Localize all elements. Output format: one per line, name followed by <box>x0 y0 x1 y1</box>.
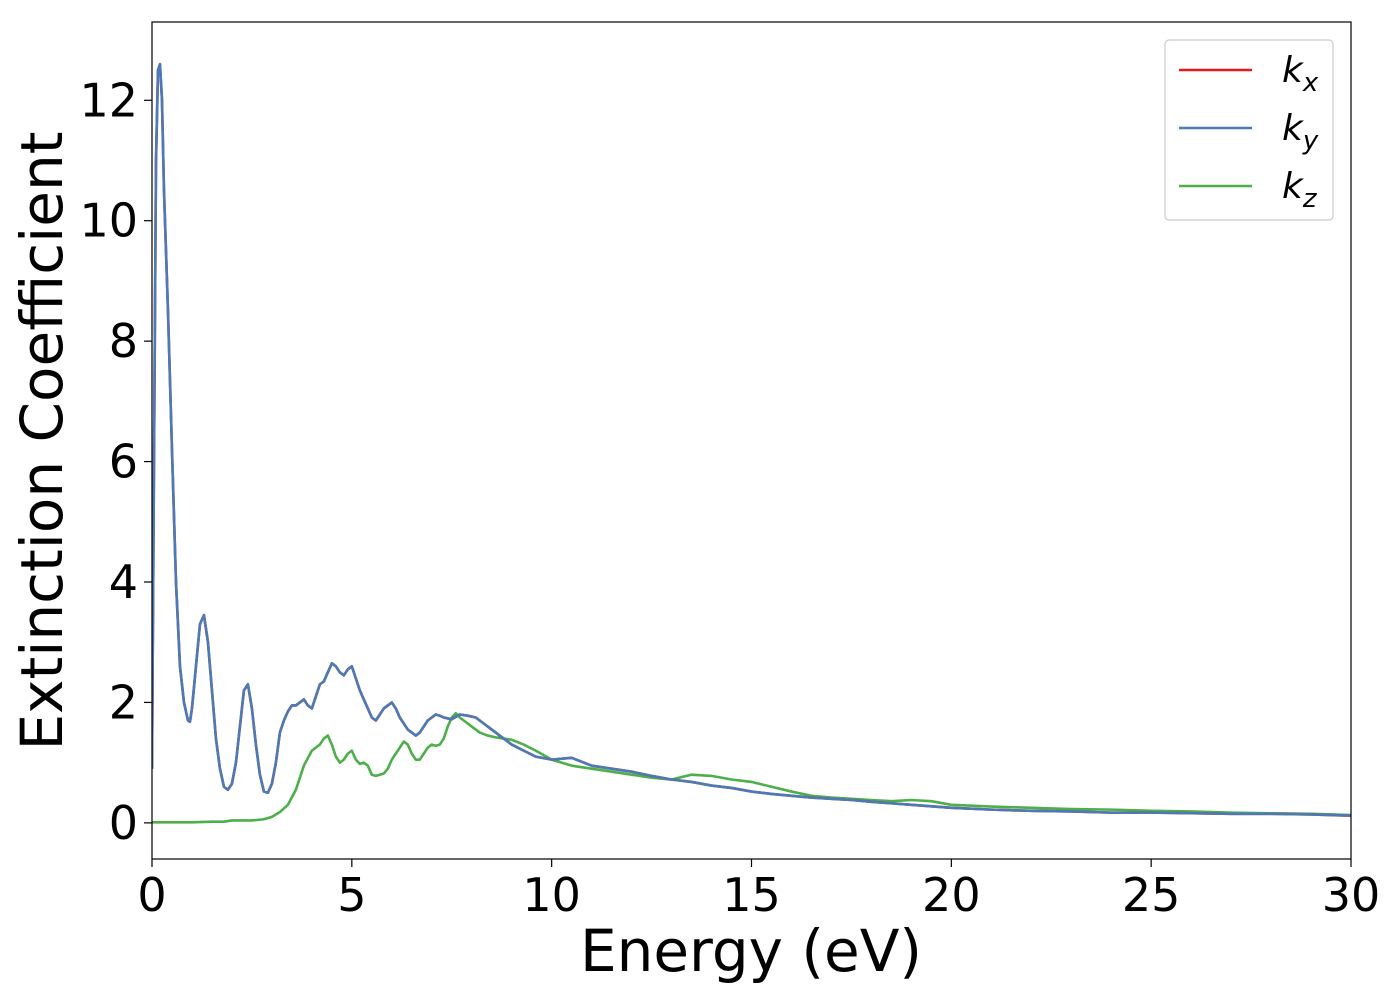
legend-label-kx: kx <box>1282 50 1319 98</box>
y-tick-label: 6 <box>109 435 138 489</box>
x-axis-ticks: 0 5 10 15 20 25 30 <box>137 859 1380 922</box>
series-lines <box>152 62 1351 824</box>
legend-label-subscript: y <box>1302 126 1319 156</box>
y-tick-label: 10 <box>79 194 138 248</box>
y-tick-label: 12 <box>79 73 138 127</box>
y-axis-title: Extinction Coefficient <box>8 132 76 751</box>
x-tick-label: 25 <box>1122 868 1181 922</box>
legend-label-base: k <box>1282 50 1305 91</box>
y-tick-label: 4 <box>109 555 138 609</box>
x-tick-label: 20 <box>922 868 981 922</box>
x-tick-label: 5 <box>337 868 366 922</box>
legend-label-base: k <box>1282 166 1305 207</box>
x-tick-label: 15 <box>722 868 781 922</box>
legend-box <box>1164 39 1334 221</box>
x-tick-label: 30 <box>1322 868 1381 922</box>
legend-label-subscript: x <box>1302 68 1319 98</box>
series-line-kz <box>152 711 1351 824</box>
y-tick-label: 2 <box>109 675 138 729</box>
x-axis-title: Energy (eV) <box>580 917 922 985</box>
legend-label-subscript: z <box>1302 184 1318 214</box>
y-axis-ticks: 0 2 4 6 8 10 12 <box>79 73 152 850</box>
legend-label-ky: ky <box>1282 108 1319 156</box>
legend-label-kz: kz <box>1282 166 1318 214</box>
series-line-ky <box>152 62 1351 817</box>
x-tick-label: 0 <box>137 868 166 922</box>
x-tick-label: 10 <box>522 868 581 922</box>
y-tick-label: 0 <box>109 796 138 850</box>
legend-label-base: k <box>1282 108 1305 149</box>
y-tick-label: 8 <box>109 314 138 368</box>
